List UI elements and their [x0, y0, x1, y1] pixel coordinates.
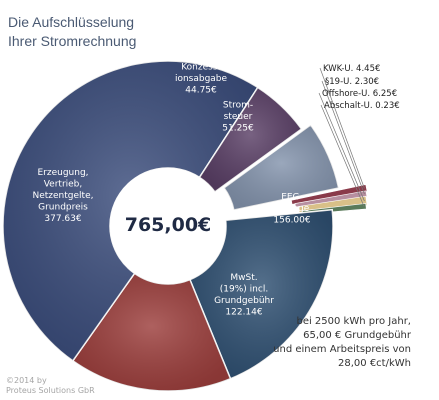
slice-label-line: (19%) incl.: [220, 284, 268, 294]
slice-label-line: Umlage: [275, 204, 310, 214]
callout-line-4: [320, 104, 365, 207]
slice-label-7: Erzeugung, Vertrieb, Netzentgelte, Grundpre…: [33, 168, 94, 224]
slice-label-line: 122.14€: [225, 307, 262, 317]
copyright-line-1: ©2014 by: [6, 376, 47, 385]
footnote-line-2: 65,00 € Grundgebühr: [303, 330, 411, 341]
slice-label-line: steuer: [224, 112, 253, 122]
slice-1: [290, 184, 368, 205]
slice-label-line: Erzeugung,: [37, 168, 88, 178]
footnote-line-3: und einem Arbeitspreis von: [273, 344, 411, 355]
callout-line-3: [318, 92, 365, 202]
slice-label-4: Abschalt-U. 0.23€: [324, 101, 400, 111]
slice-label-6: MwSt. (19%) incl. Grundgebühr 122.14€: [214, 273, 274, 318]
slice-label-line: 44.75€: [185, 86, 217, 96]
callout-line-1: [319, 67, 365, 189]
slice-label-3: Offshore-U. 6.25€: [322, 89, 397, 99]
callout-line-2: [321, 80, 365, 195]
slice-label-line: Vertrieb,: [44, 180, 83, 190]
slice-label-line: 377.63€: [44, 214, 81, 224]
slice-label-line: MwSt.: [230, 273, 257, 283]
slice-label-0: Strom-steuer 51.25€: [222, 101, 254, 134]
center-total-label: 765,00€: [125, 214, 212, 236]
slice-label-line: 51.25€: [222, 124, 254, 134]
slice-label-line: Netzentgelte,: [33, 191, 94, 201]
slice-label-line: Konzess-: [181, 63, 221, 73]
slice-label-8: Konzess-ionsabgabe 44.75€: [175, 63, 228, 96]
chart-title-line-1: Die Aufschlüsselung: [8, 14, 135, 30]
slice-label-line: 156.00€: [273, 216, 310, 226]
slice-label-5: EEG-Umlage 156.00€: [273, 193, 310, 226]
footnote-line-1: bei 2500 kWh pro Jahr,: [296, 316, 411, 327]
slice-label-line: ionsabgabe: [175, 74, 228, 84]
labels-layer: Strom-steuer 51.25€ KWK-U. 4.45€ §19-U. 2.3…: [33, 63, 400, 318]
donut-hole: [110, 168, 226, 284]
slice-label-line: Strom-: [223, 101, 253, 111]
slice-label-line: Grundgebühr: [214, 296, 274, 306]
slice-label-2: §19-U. 2.30€: [325, 77, 379, 87]
slice-label-1: KWK-U. 4.45€: [323, 64, 380, 74]
slice-label-line: Grundpreis: [38, 203, 88, 213]
slice-label-line: EEG-: [281, 193, 303, 203]
copyright-line-2: Proteus Solutions GbR: [6, 386, 95, 395]
chart-title-line-2: Ihrer Stromrechnung: [8, 33, 137, 49]
footnote-line-4: 28,00 €ct/kWh: [338, 358, 411, 369]
slice-2: [294, 190, 368, 208]
